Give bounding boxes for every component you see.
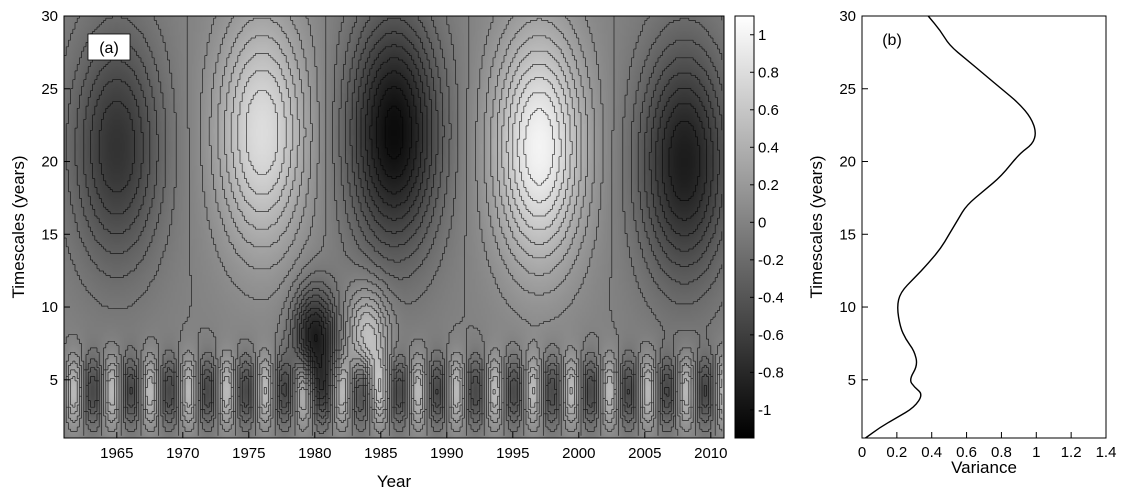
contour-x-tick-label: 2000 — [562, 445, 595, 462]
variance-panel: 0 0.2 0.4 0.6 0.8 1 1.2 1.4 5 10 15 20 25 30 (b) Var… — [807, 8, 1116, 477]
contour-panel: 1965 1970 1975 1980 1985 1990 1995 2000 2005 2010… — [9, 8, 727, 491]
variance-y-tick-label: 10 — [839, 299, 856, 316]
panel-a-label-box — [87, 33, 131, 61]
colorbar-tick-label: 0.4 — [758, 139, 779, 156]
contour-y-label: Timescales (years) — [9, 156, 28, 299]
variance-curve — [865, 15, 1036, 439]
variance-x-tick-label: 1.2 — [1061, 444, 1082, 461]
colorbar-tick-label: -0.8 — [758, 364, 784, 381]
variance-y-tick-label: 20 — [839, 154, 856, 171]
contour-y-tick-label: 30 — [41, 8, 58, 25]
variance-x-tick-label: 0.4 — [921, 444, 942, 461]
variance-y-label: Timescales (years) — [807, 156, 826, 299]
contour-x-tick-label: 1995 — [496, 445, 529, 462]
variance-x-axis: 0 0.2 0.4 0.6 0.8 1 1.2 1.4 — [858, 432, 1117, 461]
colorbar-tick-label: -0.2 — [758, 252, 784, 269]
colorbar-tick-label: -0.4 — [758, 289, 784, 306]
contour-y-tick-label: 25 — [41, 81, 58, 98]
colorbar-tick-label: -1 — [758, 402, 771, 419]
contour-line-set — [64, 16, 723, 436]
variance-plot-frame — [861, 15, 1107, 439]
variance-x-tick-label: 0 — [858, 444, 866, 461]
contour-x-tick-label: 1970 — [166, 445, 199, 462]
contour-x-tick-label: 2010 — [694, 445, 727, 462]
colorbar-tick-label: 0.2 — [758, 177, 779, 194]
contour-x-tick-label: 1985 — [364, 445, 397, 462]
variance-x-tick-label: 1 — [1032, 444, 1040, 461]
variance-x-tick-label: 1.4 — [1096, 444, 1117, 461]
panel-a-label: (a) — [99, 40, 119, 57]
contour-lines — [64, 16, 723, 436]
variance-y-tick-label: 15 — [839, 226, 856, 243]
variance-x-tick-label: 0.8 — [991, 444, 1012, 461]
contour-x-tick-label: 1975 — [232, 445, 265, 462]
panel-b-label-box — [872, 26, 912, 50]
colorbar-tick-label: 1 — [758, 27, 766, 44]
contour-y-tick-label: 10 — [41, 299, 58, 316]
variance-y-tick-label: 30 — [839, 8, 856, 25]
variance-y-tick-label: 25 — [839, 81, 856, 98]
contour-y-tick-label: 20 — [41, 154, 58, 171]
contour-y-tick-label: 5 — [50, 372, 58, 389]
colorbar-tick-label: 0.8 — [758, 64, 779, 81]
colorbar: 1 0.8 0.6 0.4 0.2 0 -0.2 -0.4 -0.6 -0.8 -1 — [734, 15, 784, 439]
variance-x-tick-label: 0.6 — [956, 444, 977, 461]
contour-x-axis: 1965 1970 1975 1980 1985 1990 1995 2000 2005 2010 — [100, 432, 727, 462]
colorbar-tick-label: -0.6 — [758, 327, 784, 344]
colorbar-tick-label: 0 — [758, 214, 766, 231]
variance-y-axis: 5 10 15 20 25 30 — [839, 8, 868, 389]
contour-y-tick-label: 15 — [41, 226, 58, 243]
contour-x-tick-label: 2005 — [628, 445, 661, 462]
variance-x-label: Variance — [951, 458, 1017, 477]
contour-y-axis: 5 10 15 20 25 30 — [41, 8, 70, 389]
contour-x-tick-label: 1965 — [100, 445, 133, 462]
contour-x-tick-label: 1990 — [430, 445, 463, 462]
panel-b-label: (b) — [882, 32, 902, 49]
contour-x-tick-label: 1980 — [298, 445, 331, 462]
contour-x-label: Year — [377, 472, 412, 491]
colorbar-tick-label: 0.6 — [758, 102, 779, 119]
colorbar-strip — [734, 15, 755, 439]
colorbar-ticks: 1 0.8 0.6 0.4 0.2 0 -0.2 -0.4 -0.6 -0.8 -1 — [750, 27, 784, 419]
variance-x-tick-label: 0.2 — [886, 444, 907, 461]
contour-plot-frame — [63, 15, 725, 439]
variance-y-tick-label: 5 — [848, 372, 856, 389]
